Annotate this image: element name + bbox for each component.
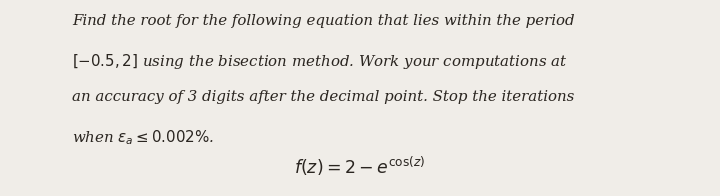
Text: Find the root for the following equation that lies within the period: Find the root for the following equation… bbox=[72, 14, 575, 28]
Text: an accuracy of 3 digits after the decimal point. Stop the iterations: an accuracy of 3 digits after the decima… bbox=[72, 90, 575, 104]
Text: $f(z) = 2 - e^{\cos(z)}$: $f(z) = 2 - e^{\cos(z)}$ bbox=[294, 155, 426, 178]
Text: when $\varepsilon_a \leq 0.002\%$.: when $\varepsilon_a \leq 0.002\%$. bbox=[72, 128, 214, 147]
Text: $[-0.5, 2]$ using the bisection method. Work your computations at: $[-0.5, 2]$ using the bisection method. … bbox=[72, 52, 567, 71]
